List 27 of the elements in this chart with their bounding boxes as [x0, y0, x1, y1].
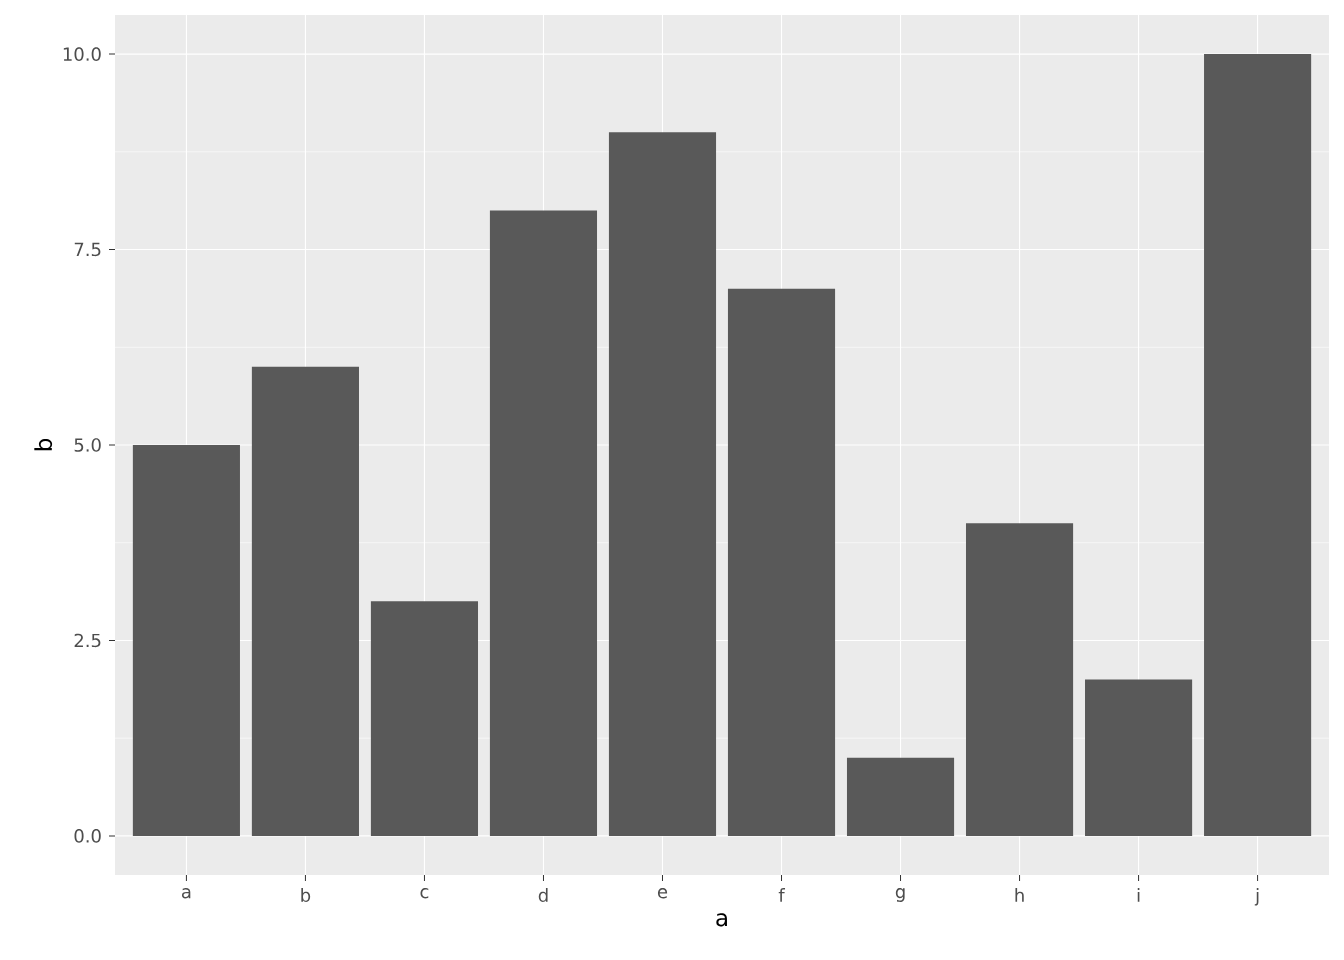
y-tick-label: 10.0 — [63, 47, 101, 61]
x-tick-label: g — [895, 888, 905, 902]
x-tick-label: d — [538, 888, 548, 902]
x-tick-label: a — [181, 888, 191, 899]
bar — [846, 757, 955, 836]
x-tick-label: b — [301, 888, 311, 902]
y-tick-label: 2.5 — [74, 633, 101, 648]
x-tick-label: f — [778, 888, 786, 902]
bar — [370, 601, 479, 836]
x-tick-label: i — [1137, 888, 1140, 902]
x-tick-label: c — [420, 888, 429, 899]
bar — [251, 366, 359, 836]
bar — [727, 288, 836, 836]
y-tick-label: 0.0 — [74, 829, 101, 843]
y-tick-label: 7.5 — [74, 242, 101, 257]
x-tick-label: e — [657, 888, 668, 899]
bar — [1085, 679, 1193, 836]
bar — [132, 445, 240, 836]
bar — [1204, 54, 1312, 836]
x-axis-title: a — [716, 913, 727, 927]
bar — [965, 523, 1074, 836]
bar — [489, 210, 598, 836]
x-tick-label: h — [1015, 888, 1024, 902]
y-axis-title: b — [34, 438, 53, 451]
bar — [608, 132, 717, 836]
x-tick-label: j — [1254, 888, 1259, 906]
y-tick-label: 5.0 — [74, 438, 101, 452]
